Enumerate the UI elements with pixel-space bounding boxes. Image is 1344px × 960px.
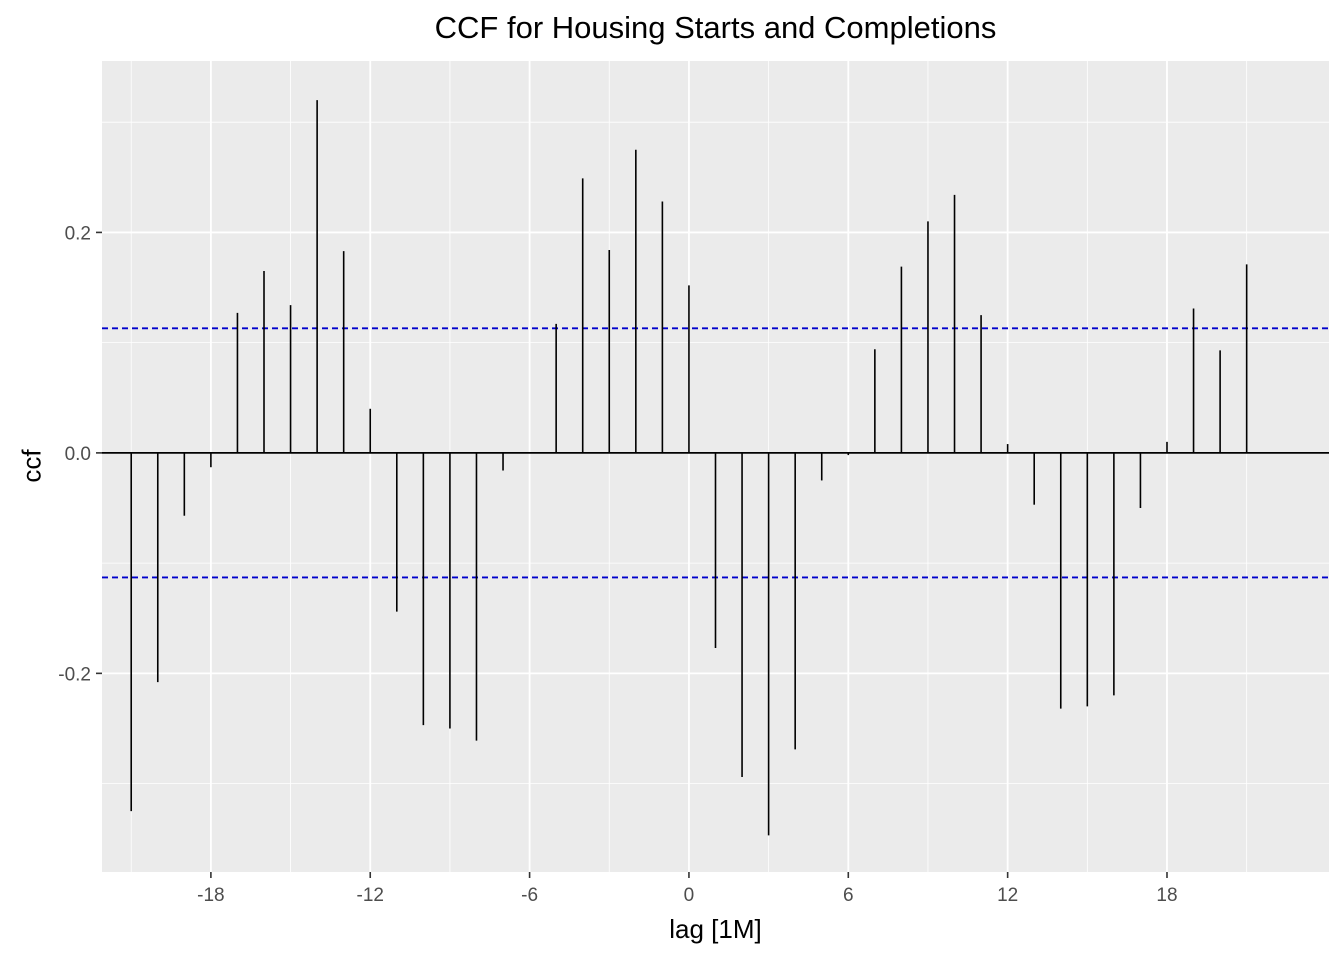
y-tick-label: 0.2	[65, 223, 91, 244]
x-axis-label: lag [1M]	[669, 914, 762, 944]
y-axis-label: ccf	[16, 449, 47, 483]
y-axis-ticks: -0.2 0.0 0.2	[58, 223, 102, 685]
x-tick-label: -6	[521, 885, 538, 906]
x-tick-label: -12	[357, 885, 384, 906]
x-tick-label: 0	[684, 885, 695, 906]
y-tick-label: -0.2	[58, 664, 91, 685]
x-tick-label: 12	[997, 885, 1018, 906]
ccf-bars	[130, 100, 1248, 836]
x-tick-label: 18	[1156, 885, 1177, 906]
y-tick-label: 0.0	[65, 444, 91, 465]
x-tick-label: -18	[197, 885, 224, 906]
x-tick-label: 6	[843, 885, 854, 906]
chart-title: CCF for Housing Starts and Completions	[434, 10, 997, 45]
x-axis-ticks: -18 -12 -6 0 6 12 18	[197, 872, 1178, 906]
